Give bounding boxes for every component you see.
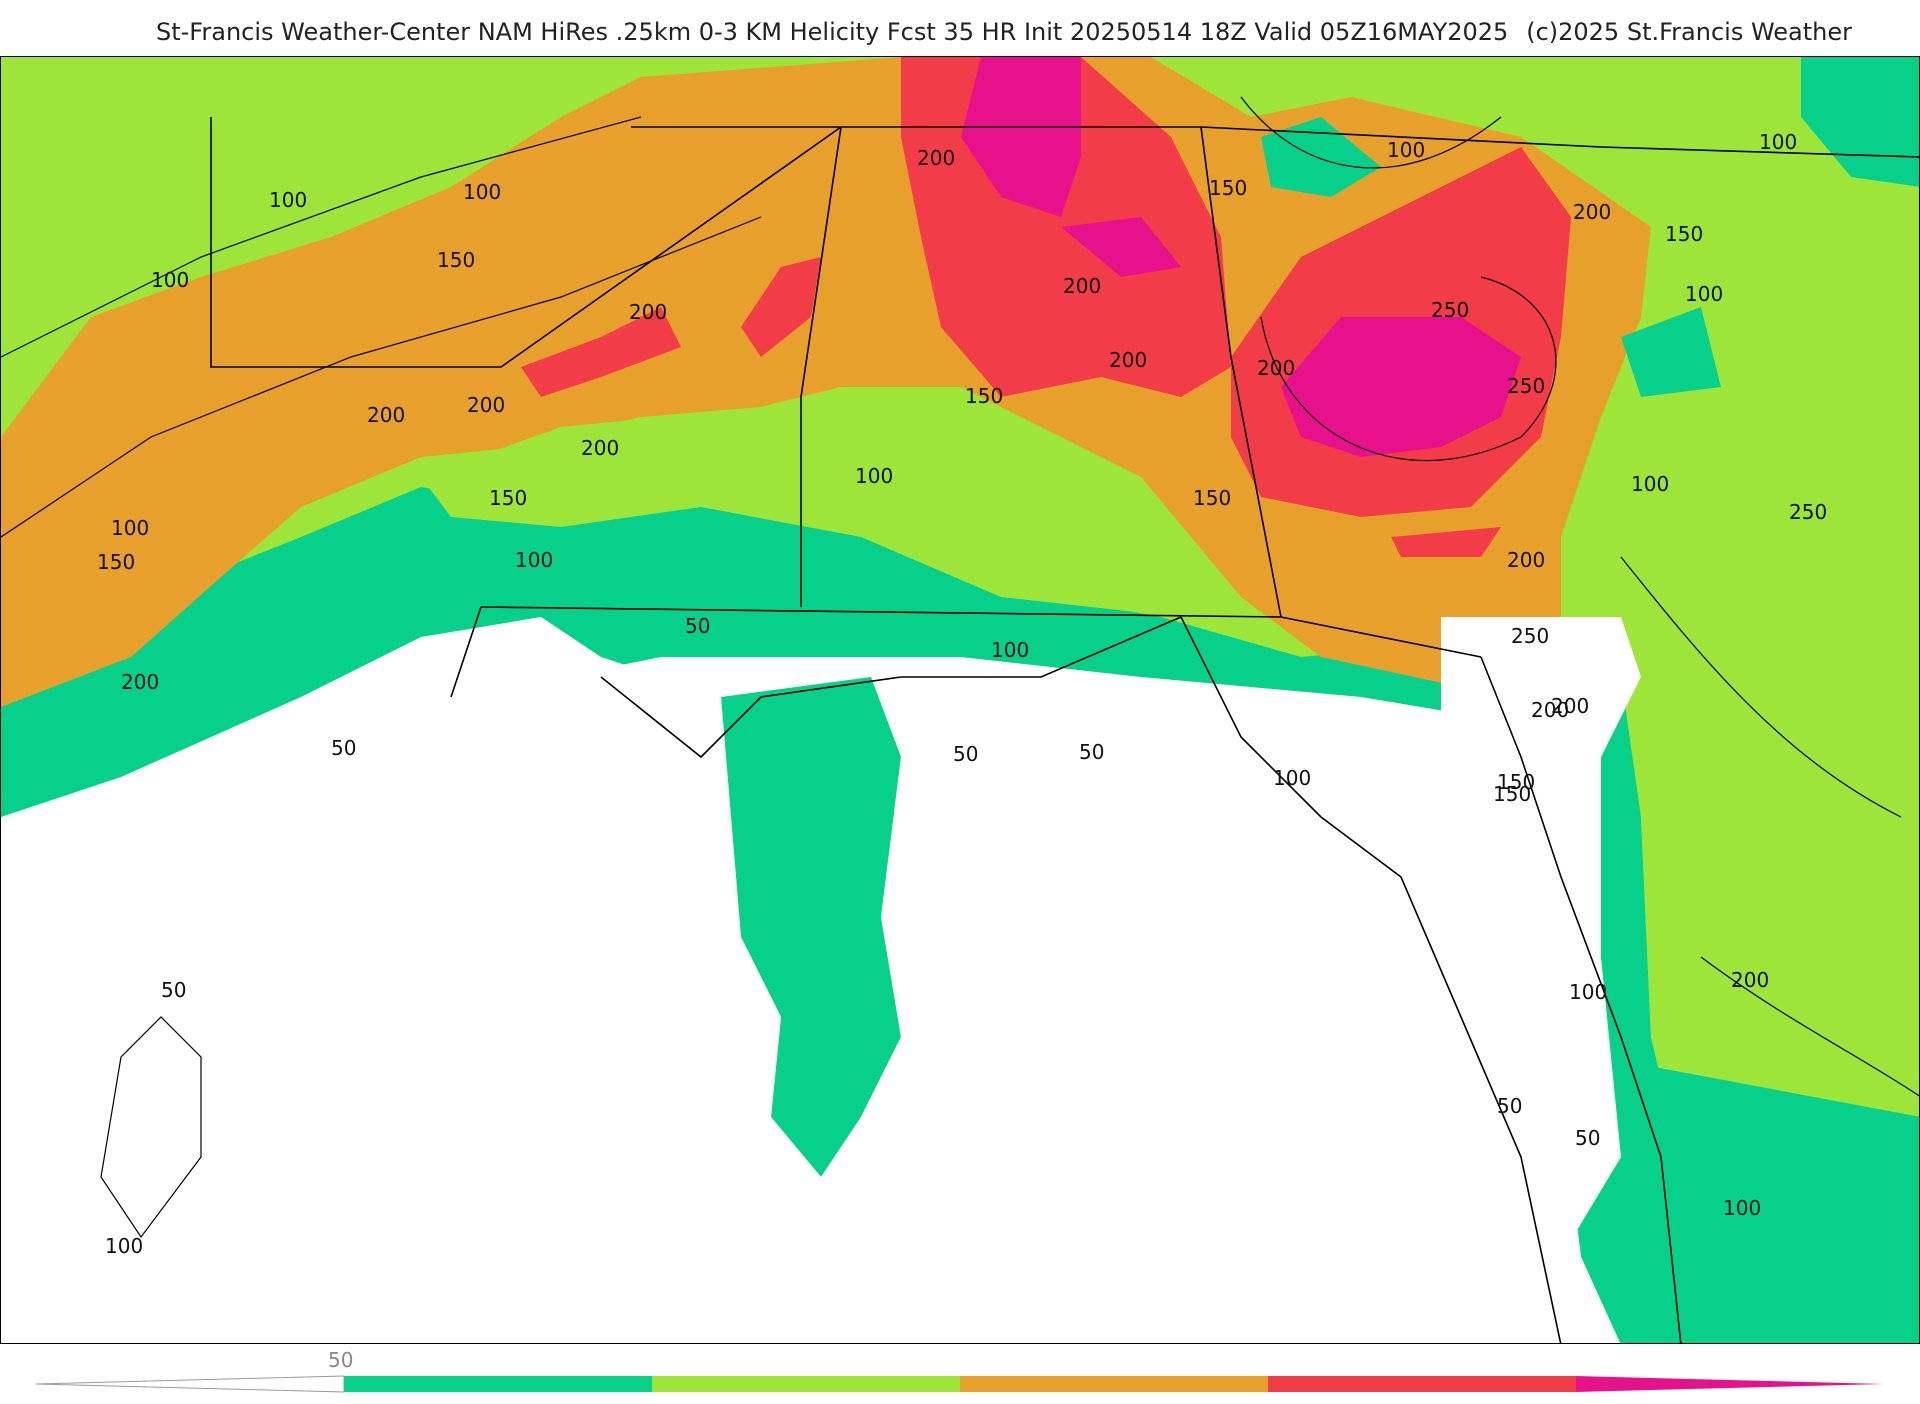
contour-label: 50	[161, 978, 186, 1002]
contour-label: 200	[121, 670, 159, 694]
contour-label: 200	[1531, 698, 1569, 722]
contour-label: 50	[1575, 1126, 1600, 1150]
contour-label: 100	[1685, 282, 1723, 306]
contour-label: 200	[367, 403, 405, 427]
contour-label: 250	[1431, 298, 1469, 322]
field-250-east	[1281, 317, 1521, 457]
field-100-150-mid	[421, 387, 1201, 617]
contour-label: 100	[151, 268, 189, 292]
contour-label: 150	[1497, 770, 1535, 794]
copyright: (c)2025 St.Francis Weather	[1526, 18, 1852, 46]
field-200-250-streak2	[741, 257, 821, 357]
header: St-Francis Weather-Center NAM HiRes .25k…	[0, 0, 1920, 56]
field-50-100-southeast	[1601, 1057, 1919, 1343]
contour-label: 100	[1631, 472, 1669, 496]
field-150-200-west	[1, 57, 1651, 707]
contour-label: 100	[105, 1234, 143, 1258]
legend-bin	[344, 1376, 652, 1392]
contour-label: 200	[917, 146, 955, 170]
contour-label: 200	[629, 300, 667, 324]
field-50-100-ne2	[1621, 307, 1721, 397]
legend-tick-label: 50	[328, 1348, 354, 1372]
contour-label: 50	[1497, 1094, 1522, 1118]
contour-label: 100	[515, 548, 553, 572]
contour-label: 200	[1573, 200, 1611, 224]
contour-label: 100	[1723, 1196, 1761, 1220]
map-title: St-Francis Weather-Center NAM HiRes .25k…	[156, 18, 1509, 46]
contour-label: 150	[1193, 486, 1231, 510]
contour-label: 250	[1511, 624, 1549, 648]
legend-bar	[35, 1375, 1884, 1393]
map-canvas: 100 100 100 150 200 200 200 200 200 150 …	[1, 57, 1919, 1343]
contour-label: 100	[1387, 138, 1425, 162]
legend-low-triangle	[35, 1375, 345, 1393]
contour-label: 100	[855, 464, 893, 488]
gulf-white	[1, 617, 1621, 1343]
contour-label: 100	[991, 638, 1029, 662]
contour-label: 150	[1209, 176, 1247, 200]
contour-label: 200	[467, 393, 505, 417]
contour-label: 50	[331, 736, 356, 760]
contour-label: 250	[1507, 374, 1545, 398]
contour-label: 150	[437, 248, 475, 272]
contour-label: 50	[1079, 740, 1104, 764]
contour-label: 150	[1665, 222, 1703, 246]
contour-label: 200	[1109, 348, 1147, 372]
contour-label: 50	[953, 742, 978, 766]
contour-label: 200	[1063, 274, 1101, 298]
contour-label: 100	[1569, 980, 1607, 1004]
contour-label: 200	[1507, 548, 1545, 572]
contour-label: 50	[685, 614, 710, 638]
contours	[1, 96, 1919, 1239]
contour-label: 100	[463, 180, 501, 204]
contour-labels: 100 100 100 150 200 200 200 200 200 150 …	[97, 130, 1827, 1258]
contour-label: 150	[489, 486, 527, 510]
contour-label: 200	[581, 436, 619, 460]
contour-label: 150	[1493, 782, 1531, 806]
legend-bin	[652, 1376, 960, 1392]
contour-label: 250	[1789, 500, 1827, 524]
field-gulf-1	[721, 677, 901, 1177]
fl-white	[1441, 617, 1641, 1257]
contour-label: 100	[1759, 130, 1797, 154]
field-250-mid	[1061, 217, 1181, 277]
contour-label: 200	[1257, 356, 1295, 380]
field-200-250-streak3	[1391, 527, 1501, 557]
helicity-map: 100 100 100 150 200 200 200 200 200 150 …	[0, 56, 1920, 1344]
field-200-250-streak	[521, 307, 681, 397]
field-50-100-north	[1261, 117, 1381, 197]
legend-bin	[960, 1376, 1268, 1392]
legend-bin	[1268, 1376, 1576, 1392]
field-50-100-northeast	[1801, 57, 1919, 187]
contour-label: 100	[111, 516, 149, 540]
legend-bin	[1576, 1376, 1884, 1392]
state-borders	[210, 117, 1919, 1343]
contour-label: 200	[1551, 694, 1589, 718]
contour-label: 150	[97, 550, 135, 574]
contour-label: 100	[1273, 766, 1311, 790]
contour-label: 200	[1731, 968, 1769, 992]
contour-label: 150	[965, 384, 1003, 408]
color-legend: 50	[0, 1344, 1920, 1400]
contour-label: 100	[269, 188, 307, 212]
field-250-north	[961, 57, 1081, 217]
